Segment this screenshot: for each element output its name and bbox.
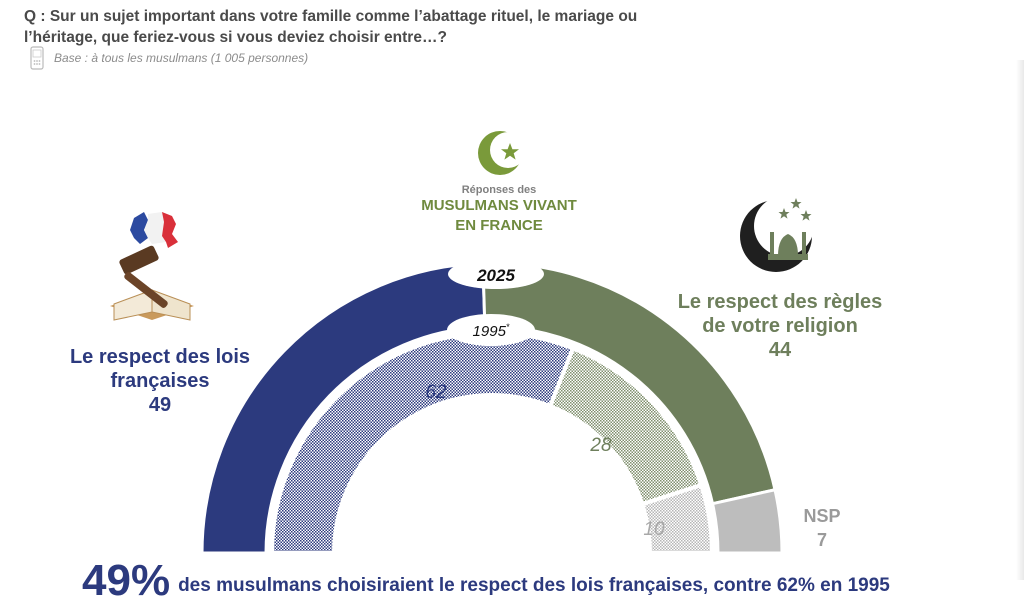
crescent-star-icon <box>478 131 522 175</box>
right-option-value: 44 <box>768 339 792 361</box>
left-option-label: Le respect des lois françaises 49 <box>55 345 265 417</box>
value-label-1995-2: 10 <box>643 519 665 540</box>
right-option-line2: de votre religion <box>702 315 858 337</box>
year-label-1995: 1995* <box>473 322 510 340</box>
right-option-line1: Le respect des règles <box>677 291 883 313</box>
value-label-1995-0: 62 <box>425 382 447 403</box>
bar-2025-2 <box>710 487 784 555</box>
mosque-crescent-icon <box>740 198 812 272</box>
footer-text: des musulmans choisiraient le respect de… <box>178 575 890 596</box>
right-option-label: Le respect des règles de votre religion … <box>660 290 900 362</box>
center-title-small: Réponses des <box>461 184 537 196</box>
year-badge-2025 <box>448 259 544 289</box>
value-label-1995-1: 28 <box>589 435 612 456</box>
year-badge-1995 <box>447 314 535 346</box>
footer-big-percent: 49% <box>82 556 171 605</box>
nsp-value: 7 <box>816 530 827 550</box>
bar-1995-2 <box>639 482 715 555</box>
page-edge-shadow <box>1016 60 1024 580</box>
year-label-2025: 2025 <box>476 266 515 285</box>
left-option-line1: Le respect des lois <box>69 346 251 368</box>
question-text: Q : Sur un sujet important dans votre fa… <box>24 8 638 46</box>
phone-icon <box>30 46 44 70</box>
left-option-line2: françaises <box>110 370 210 392</box>
footer-summary: 49% des musulmans choisiraient le respect… <box>82 556 890 606</box>
center-title-line2: EN FRANCE <box>455 217 543 234</box>
law-gavel-icon <box>110 212 194 321</box>
bar-1995-0 <box>269 331 576 555</box>
nsp-label: NSP 7 <box>795 504 849 552</box>
left-option-value: 49 <box>148 394 172 416</box>
center-title-line1: MUSULMANS VIVANT <box>421 197 577 214</box>
center-title: Réponses des MUSULMANS VIVANT EN FRANCE <box>384 184 614 236</box>
base-note: Base : à tous les musulmans (1 005 perso… <box>54 51 309 65</box>
nsp-label-text: NSP <box>803 506 841 526</box>
